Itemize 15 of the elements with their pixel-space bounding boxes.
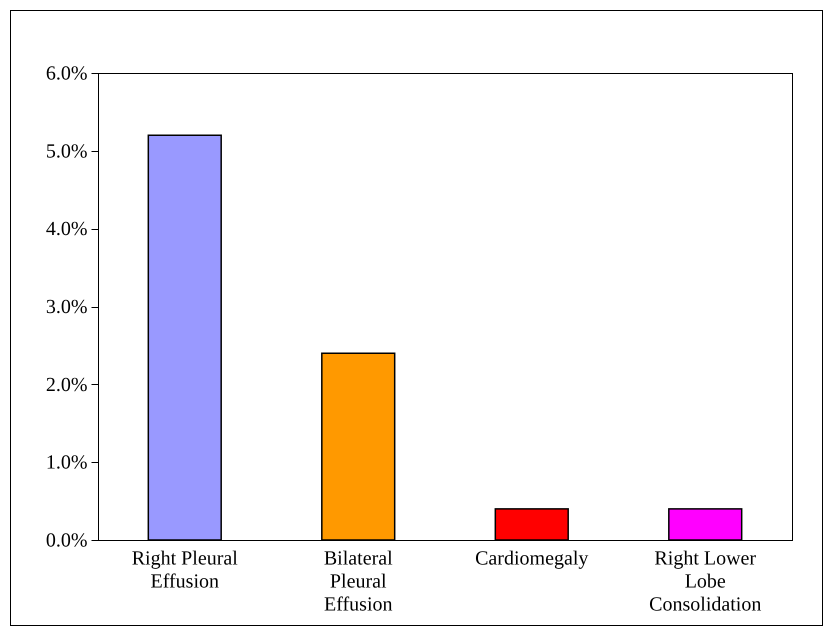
y-tick-label: 5.0% bbox=[46, 140, 88, 162]
y-tick-label: 4.0% bbox=[46, 218, 88, 240]
y-tick-label: 0.0% bbox=[46, 530, 88, 552]
bar bbox=[668, 508, 742, 541]
y-tick-label: 3.0% bbox=[46, 296, 88, 318]
y-tick-label: 2.0% bbox=[46, 374, 88, 396]
x-tick-label: Right Lower Lobe Consolidation bbox=[649, 548, 762, 616]
y-tick-label: 1.0% bbox=[46, 452, 88, 474]
x-tick-label: Right Pleural Effusion bbox=[132, 548, 238, 592]
bar bbox=[148, 134, 222, 541]
x-tick-label: Cardiomegaly bbox=[475, 548, 588, 570]
x-tick-label: Bilateral Pleural Effusion bbox=[324, 548, 394, 616]
bar bbox=[321, 352, 396, 541]
y-tick-label: 6.0% bbox=[46, 62, 88, 84]
bar bbox=[494, 508, 569, 541]
